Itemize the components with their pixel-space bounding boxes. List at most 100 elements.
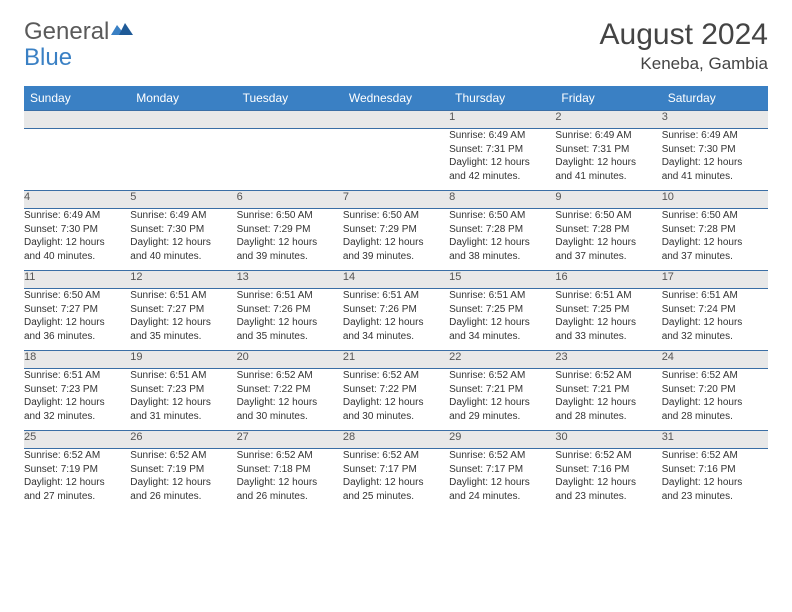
flag-icon <box>111 18 133 46</box>
day-info-cell: Sunrise: 6:51 AMSunset: 7:23 PMDaylight:… <box>130 369 236 431</box>
sunrise-text: Sunrise: 6:49 AM <box>555 129 661 143</box>
day-info-row: Sunrise: 6:52 AMSunset: 7:19 PMDaylight:… <box>24 449 768 511</box>
daylight-text: and 32 minutes. <box>24 410 130 424</box>
daylight-text: and 36 minutes. <box>24 330 130 344</box>
daylight-text: Daylight: 12 hours <box>130 316 236 330</box>
day-info-cell: Sunrise: 6:52 AMSunset: 7:16 PMDaylight:… <box>555 449 661 511</box>
day-number-cell: 3 <box>662 111 768 129</box>
sunset-text: Sunset: 7:21 PM <box>555 383 661 397</box>
daylight-text: and 33 minutes. <box>555 330 661 344</box>
day-info-cell: Sunrise: 6:52 AMSunset: 7:19 PMDaylight:… <box>24 449 130 511</box>
daylight-text: Daylight: 12 hours <box>237 316 343 330</box>
daylight-text: and 26 minutes. <box>130 490 236 504</box>
day-info-cell: Sunrise: 6:52 AMSunset: 7:21 PMDaylight:… <box>555 369 661 431</box>
daylight-text: Daylight: 12 hours <box>555 476 661 490</box>
daylight-text: Daylight: 12 hours <box>555 396 661 410</box>
sunrise-text: Sunrise: 6:50 AM <box>449 209 555 223</box>
sunset-text: Sunset: 7:28 PM <box>449 223 555 237</box>
day-number-cell: 27 <box>237 431 343 449</box>
day-info-cell: Sunrise: 6:52 AMSunset: 7:22 PMDaylight:… <box>237 369 343 431</box>
sunrise-text: Sunrise: 6:52 AM <box>130 449 236 463</box>
sunrise-text: Sunrise: 6:49 AM <box>24 209 130 223</box>
sunrise-text: Sunrise: 6:51 AM <box>237 289 343 303</box>
day-number-cell: 1 <box>449 111 555 129</box>
sunset-text: Sunset: 7:29 PM <box>343 223 449 237</box>
day-info-cell: Sunrise: 6:52 AMSunset: 7:17 PMDaylight:… <box>449 449 555 511</box>
calendar-body: 123Sunrise: 6:49 AMSunset: 7:31 PMDaylig… <box>24 111 768 511</box>
day-info-cell: Sunrise: 6:50 AMSunset: 7:29 PMDaylight:… <box>343 209 449 271</box>
sunset-text: Sunset: 7:31 PM <box>555 143 661 157</box>
sunrise-text: Sunrise: 6:50 AM <box>662 209 768 223</box>
daylight-text: Daylight: 12 hours <box>449 156 555 170</box>
daylight-text: Daylight: 12 hours <box>449 396 555 410</box>
daylight-text: and 41 minutes. <box>662 170 768 184</box>
sunset-text: Sunset: 7:27 PM <box>24 303 130 317</box>
sunset-text: Sunset: 7:27 PM <box>130 303 236 317</box>
daylight-text: Daylight: 12 hours <box>449 476 555 490</box>
sunrise-text: Sunrise: 6:51 AM <box>449 289 555 303</box>
daylight-text: and 30 minutes. <box>237 410 343 424</box>
daylight-text: Daylight: 12 hours <box>555 236 661 250</box>
daylight-text: Daylight: 12 hours <box>662 156 768 170</box>
day-info-cell: Sunrise: 6:52 AMSunset: 7:16 PMDaylight:… <box>662 449 768 511</box>
day-info-cell: Sunrise: 6:50 AMSunset: 7:28 PMDaylight:… <box>662 209 768 271</box>
daylight-text: and 35 minutes. <box>130 330 236 344</box>
day-number-cell: 23 <box>555 351 661 369</box>
sunrise-text: Sunrise: 6:52 AM <box>555 449 661 463</box>
sunrise-text: Sunrise: 6:52 AM <box>449 369 555 383</box>
sunrise-text: Sunrise: 6:51 AM <box>555 289 661 303</box>
day-number-cell: 19 <box>130 351 236 369</box>
day-number-row: 45678910 <box>24 191 768 209</box>
daylight-text: and 23 minutes. <box>662 490 768 504</box>
daylight-text: and 37 minutes. <box>662 250 768 264</box>
daylight-text: and 37 minutes. <box>555 250 661 264</box>
day-info-cell <box>237 129 343 191</box>
weekday-header: Thursday <box>449 86 555 111</box>
day-info-row: Sunrise: 6:49 AMSunset: 7:31 PMDaylight:… <box>24 129 768 191</box>
day-number-cell: 2 <box>555 111 661 129</box>
sunset-text: Sunset: 7:18 PM <box>237 463 343 477</box>
daylight-text: Daylight: 12 hours <box>555 156 661 170</box>
day-info-cell: Sunrise: 6:52 AMSunset: 7:18 PMDaylight:… <box>237 449 343 511</box>
sunrise-text: Sunrise: 6:52 AM <box>237 449 343 463</box>
daylight-text: and 32 minutes. <box>662 330 768 344</box>
day-number-cell <box>24 111 130 129</box>
day-number-cell <box>130 111 236 129</box>
sunrise-text: Sunrise: 6:51 AM <box>24 369 130 383</box>
sunset-text: Sunset: 7:24 PM <box>662 303 768 317</box>
sunrise-text: Sunrise: 6:50 AM <box>237 209 343 223</box>
day-number-cell: 7 <box>343 191 449 209</box>
day-info-cell: Sunrise: 6:50 AMSunset: 7:28 PMDaylight:… <box>555 209 661 271</box>
sunrise-text: Sunrise: 6:51 AM <box>130 289 236 303</box>
day-info-cell <box>24 129 130 191</box>
day-number-cell: 31 <box>662 431 768 449</box>
day-number-cell <box>237 111 343 129</box>
day-number-cell: 20 <box>237 351 343 369</box>
sunrise-text: Sunrise: 6:52 AM <box>449 449 555 463</box>
day-info-cell: Sunrise: 6:52 AMSunset: 7:17 PMDaylight:… <box>343 449 449 511</box>
weekday-header: Sunday <box>24 86 130 111</box>
daylight-text: and 41 minutes. <box>555 170 661 184</box>
daylight-text: and 35 minutes. <box>237 330 343 344</box>
daylight-text: Daylight: 12 hours <box>237 236 343 250</box>
daylight-text: Daylight: 12 hours <box>24 396 130 410</box>
daylight-text: Daylight: 12 hours <box>343 476 449 490</box>
sunset-text: Sunset: 7:26 PM <box>237 303 343 317</box>
daylight-text: and 31 minutes. <box>130 410 236 424</box>
day-number-cell: 24 <box>662 351 768 369</box>
sunrise-text: Sunrise: 6:49 AM <box>449 129 555 143</box>
day-number-cell: 30 <box>555 431 661 449</box>
sunrise-text: Sunrise: 6:52 AM <box>237 369 343 383</box>
daylight-text: and 39 minutes. <box>237 250 343 264</box>
sunset-text: Sunset: 7:22 PM <box>343 383 449 397</box>
daylight-text: and 40 minutes. <box>130 250 236 264</box>
sunrise-text: Sunrise: 6:49 AM <box>662 129 768 143</box>
day-number-cell: 9 <box>555 191 661 209</box>
daylight-text: Daylight: 12 hours <box>343 396 449 410</box>
day-info-cell: Sunrise: 6:49 AMSunset: 7:30 PMDaylight:… <box>130 209 236 271</box>
daylight-text: Daylight: 12 hours <box>130 476 236 490</box>
day-info-cell: Sunrise: 6:51 AMSunset: 7:24 PMDaylight:… <box>662 289 768 351</box>
day-number-row: 25262728293031 <box>24 431 768 449</box>
sunrise-text: Sunrise: 6:50 AM <box>343 209 449 223</box>
daylight-text: and 23 minutes. <box>555 490 661 504</box>
